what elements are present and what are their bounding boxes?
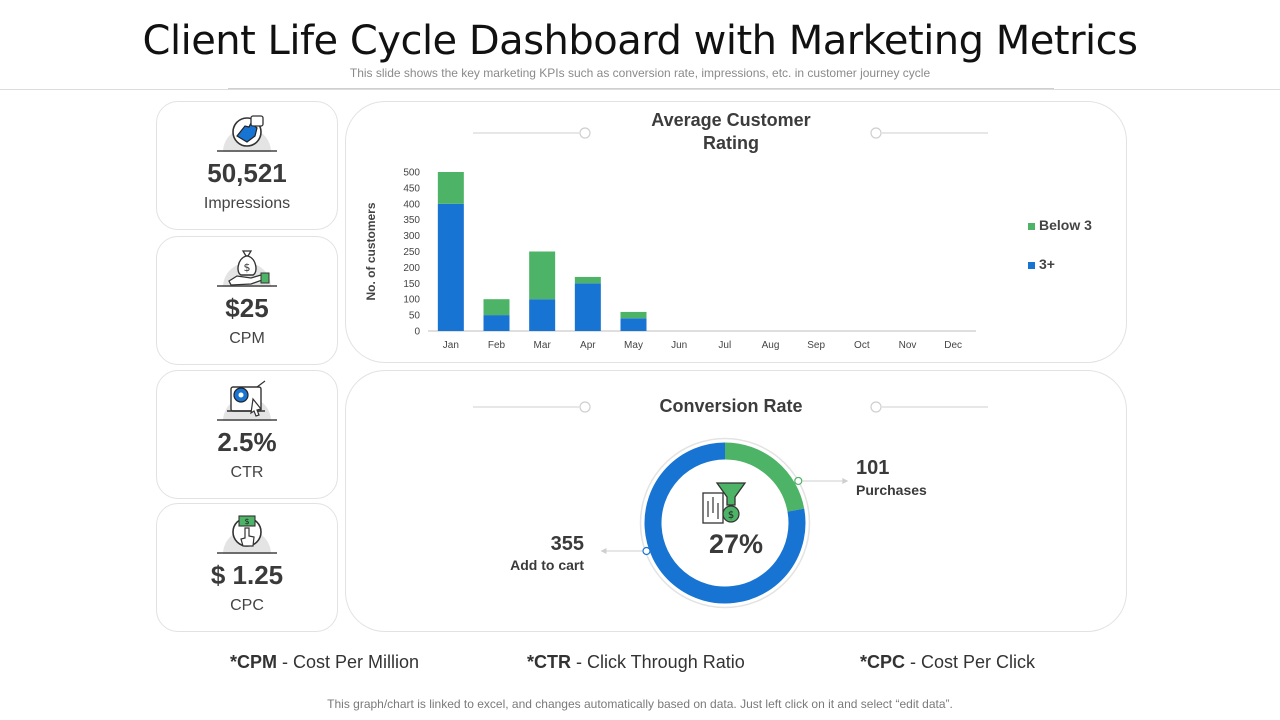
bar-below3-feb [484,299,510,315]
thumbs-up-icon [217,110,277,152]
bar-below3-mar [529,252,555,300]
legend-label: Below 3 [1039,217,1092,233]
legend-label: 3+ [1039,256,1055,272]
x-tick-label: Sep [807,340,825,351]
y-tick-label: 200 [403,263,420,274]
bar-3-feb [484,315,510,331]
svg-text:$: $ [244,517,249,526]
kpi-value: $25 [157,293,337,324]
average-customer-rating-panel: Average Customer Rating 0 50 100 150 200 250 3… [345,101,1127,363]
kpi-label: Impressions [157,195,337,213]
kpi-card-ctr: 2.5% CTR [156,370,338,499]
abbreviation-ctr: *CTR - Click Through Ratio [527,652,745,673]
abbreviation-cpm: *CPM - Cost Per Million [230,652,419,673]
x-tick-label: Dec [944,340,962,351]
bar-below3-may [621,312,647,318]
target-click-icon [217,379,277,421]
bar-3-mar [529,299,555,331]
kpi-label: CTR [157,464,337,482]
kpi-value: 2.5% [157,427,337,458]
abbr-key: *CTR [527,652,571,672]
legend-item-below3: Below 3 [1028,217,1092,233]
funnel-chart-icon: $ [701,479,747,527]
bar-below3-jan [438,172,464,204]
y-tick-label: 350 [403,215,420,226]
header-divider [0,89,1280,90]
x-tick-label: May [624,340,643,351]
bar-3-jan [438,204,464,331]
cart-marker [643,548,650,555]
kpi-card-impressions: 50,521 Impressions [156,101,338,230]
y-tick-label: 0 [414,327,420,338]
abbr-key: *CPC [860,652,905,672]
bar-3-may [621,318,647,331]
y-tick-label: 500 [403,168,420,179]
kpi-label: CPM [157,330,337,348]
x-tick-label: Mar [534,340,552,351]
abbr-text: - Cost Per Click [905,652,1035,672]
abbr-text: - Cost Per Million [277,652,419,672]
svg-text:$: $ [728,510,734,521]
add-to-cart-label: Add to cart [476,557,584,573]
kpi-value: 50,521 [157,158,337,189]
y-axis-label: No. of customers [364,202,378,300]
y-tick-label: 150 [403,279,420,290]
x-tick-label: Feb [488,340,506,351]
y-tick-label: 450 [403,183,420,194]
kpi-value: $ 1.25 [157,560,337,591]
x-tick-label: Jul [718,340,731,351]
purchases-marker [795,477,802,484]
purchases-leader-arrow [842,478,848,484]
x-tick-label: Apr [580,340,596,351]
abbr-text: - Click Through Ratio [571,652,745,672]
x-tick-label: Jun [671,340,687,351]
kpi-label: CPC [157,597,337,615]
header-divider-inner [228,88,1054,89]
bar-3-apr [575,283,601,331]
page-subtitle: This slide shows the key marketing KPIs … [0,66,1280,80]
abbreviation-cpc: *CPC - Cost Per Click [860,652,1035,673]
bar-below3-apr [575,277,601,283]
y-tick-label: 400 [403,199,420,210]
footer-note: This graph/chart is linked to excel, and… [0,697,1280,711]
purchases-value: 101 [856,457,889,480]
x-tick-label: Nov [899,340,917,351]
kpi-card-cpc: $ $ 1.25 CPC [156,503,338,632]
x-tick-label: Aug [762,340,780,351]
purchases-label: Purchases [856,482,927,498]
x-tick-label: Jan [443,340,459,351]
page-title: Client Life Cycle Dashboard with Marketi… [0,18,1280,64]
y-tick-label: 100 [403,295,420,306]
kpi-card-cpm: $ $25 CPM [156,236,338,365]
add-to-cart-value: 355 [476,533,584,556]
conversion-rate-value: 27% [696,529,776,560]
cart-leader-arrow [601,548,607,554]
abbr-key: *CPM [230,652,277,672]
svg-text:$: $ [244,261,251,274]
y-tick-label: 250 [403,247,420,258]
money-bag-hand-icon: $ [217,245,277,287]
legend-swatch-blue [1028,262,1035,269]
bar-chart: 0 50 100 150 200 250 300 350 400 450 500 No. of cus… [346,102,1126,362]
dollar-click-icon: $ [217,512,277,554]
legend-swatch-green [1028,223,1035,230]
conversion-rate-panel: Conversion Rate $ 27% 101 Purchases 355 … [345,370,1127,632]
y-tick-label: 50 [409,311,421,322]
x-tick-label: Oct [854,340,870,351]
legend-item-3plus: 3+ [1028,256,1055,272]
y-tick-label: 300 [403,231,420,242]
